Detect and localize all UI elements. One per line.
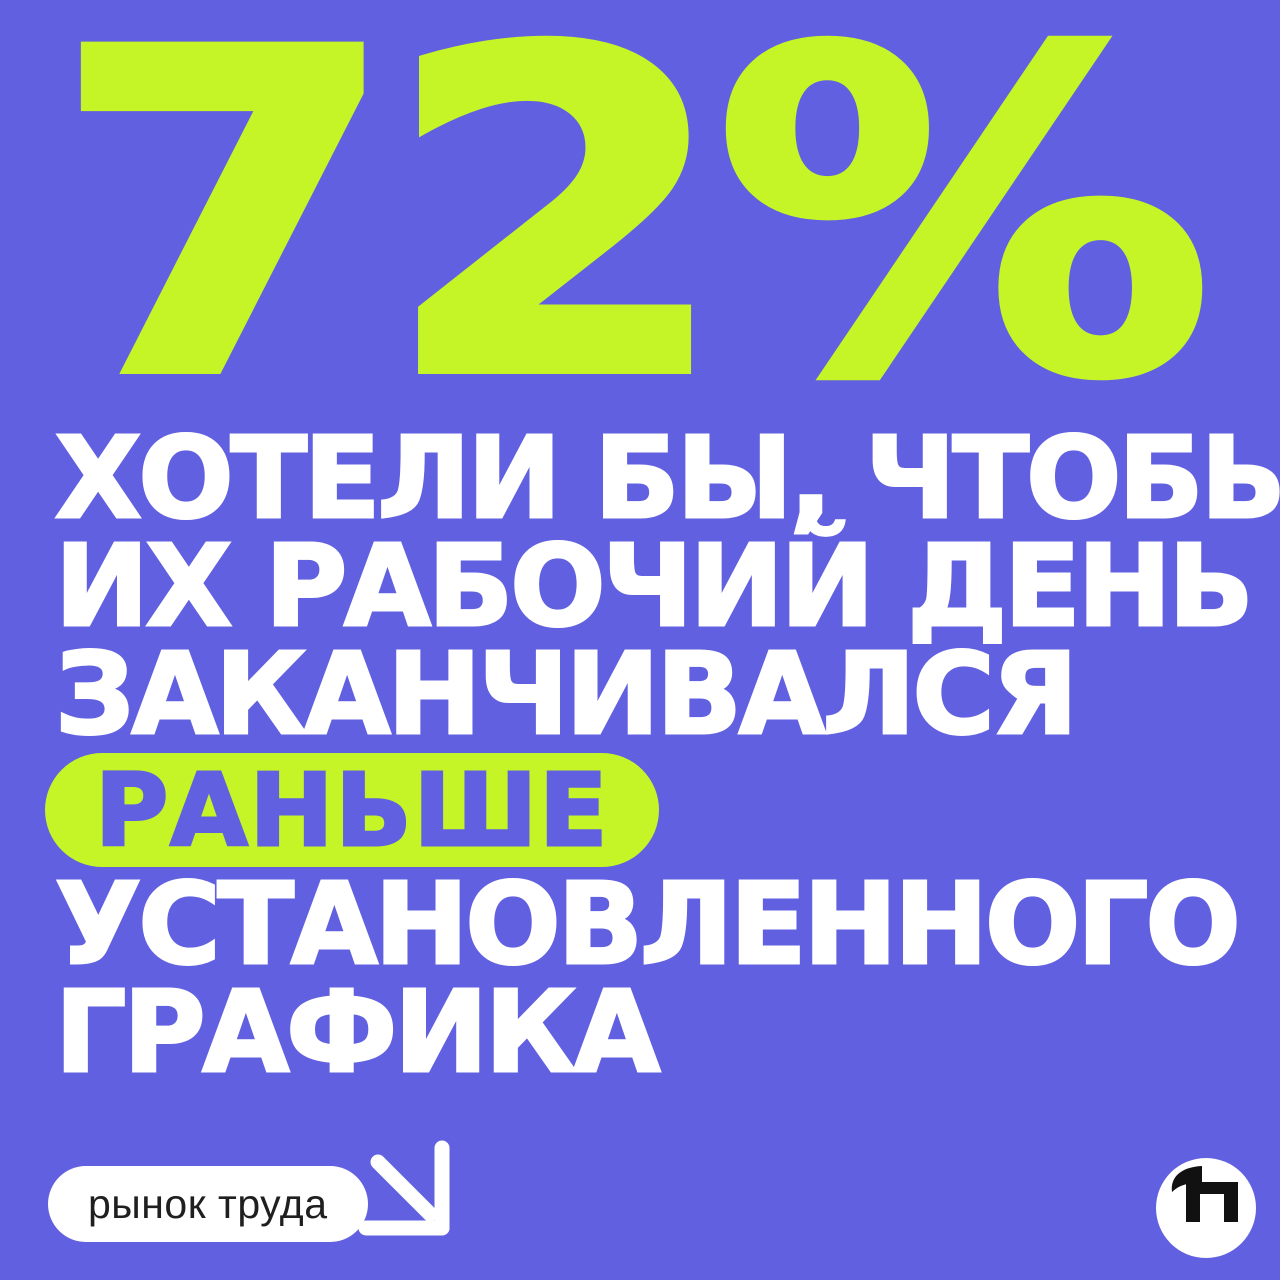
arrow-down-right-icon: [358, 1140, 458, 1240]
highlight-pill: РАНЬШЕ: [45, 750, 660, 870]
headline-line-3: ЗАКАНЧИВАЛСЯ: [54, 630, 1080, 760]
stat-number: 72%: [48, 0, 1219, 475]
headline: ХОТЕЛИ БЫ, ЧТОБЫ ИХ РАБОЧИЙ ДЕНЬ ЗАКАНЧИ…: [45, 414, 1280, 1098]
highlight-word: РАНЬШЕ: [93, 750, 610, 870]
publisher-logo-icon: [1156, 1158, 1256, 1258]
headline-line-4: УСТАНОВЛЕННОГО: [54, 860, 1243, 990]
headline-line-5: ГРАФИКА: [54, 968, 662, 1098]
headline-line-1: ХОТЕЛИ БЫ, ЧТОБЫ: [54, 414, 1280, 544]
headline-line-2: ИХ РАБОЧИЙ ДЕНЬ: [54, 522, 1256, 652]
category-badge: рынок труда: [48, 1166, 368, 1242]
